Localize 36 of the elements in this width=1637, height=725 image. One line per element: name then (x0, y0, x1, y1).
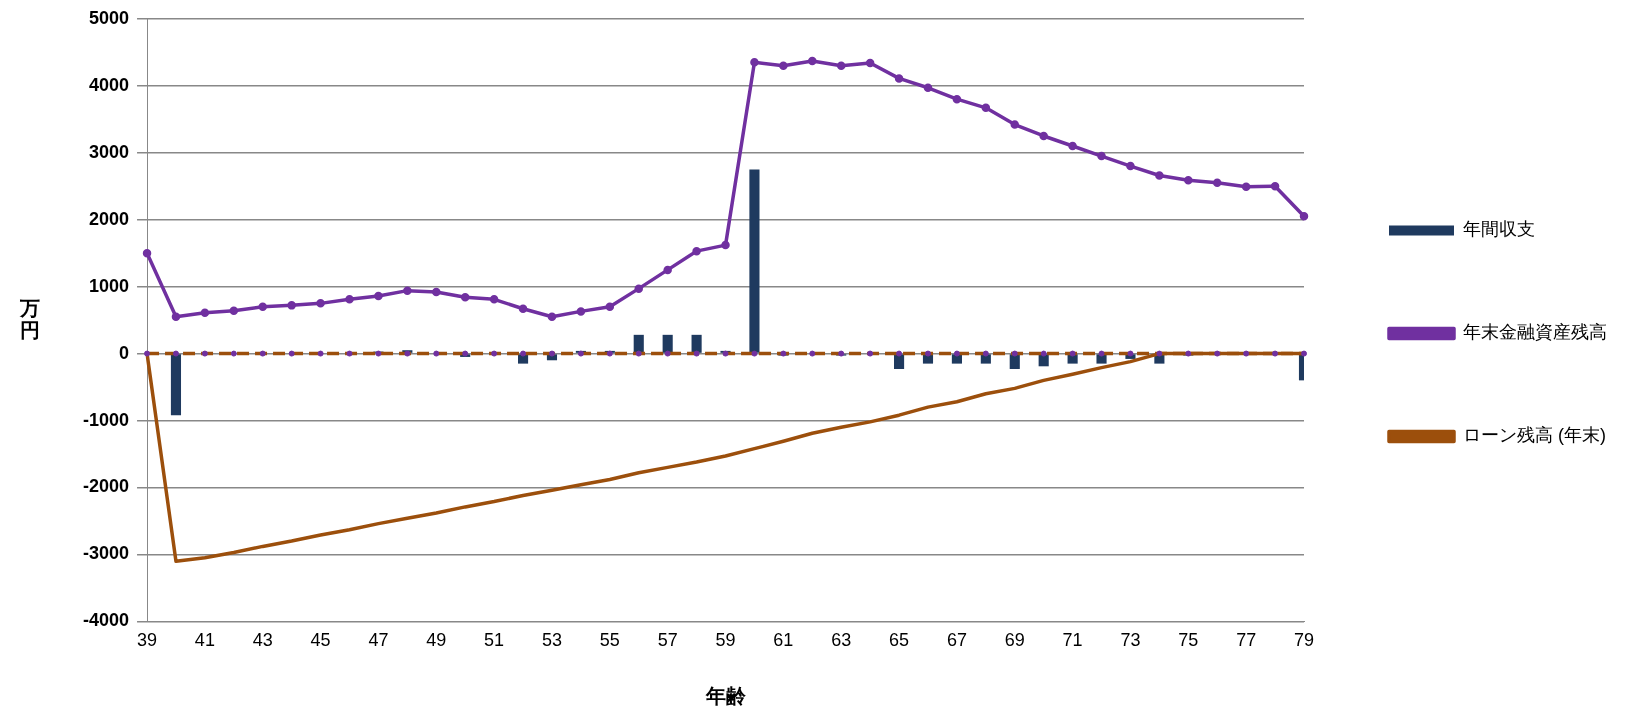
x-tick-label: 49 (426, 630, 447, 651)
x-tick-label: 69 (1004, 630, 1025, 651)
y-tick-label: -3000 (82, 543, 130, 564)
y-tick-label: -1000 (82, 409, 130, 430)
x-tick-label: 55 (599, 630, 620, 651)
x-tick-label: 51 (484, 630, 505, 651)
y-tick-label: 4000 (88, 74, 130, 95)
y-tick-label: 3000 (88, 141, 130, 162)
y-tick-label: 5000 (88, 7, 130, 28)
y-axis-title: 万円 (19, 296, 40, 341)
legend-label: ローン残高 (年末) (1463, 425, 1606, 446)
x-tick-label: 67 (946, 630, 967, 651)
x-tick-label: 61 (773, 630, 794, 651)
x-tick-label: 47 (368, 630, 389, 651)
x-tick-label: 57 (657, 630, 678, 651)
x-tick-label: 53 (541, 630, 562, 651)
x-tick-label: 41 (194, 630, 215, 651)
y-tick-label: 1000 (88, 275, 130, 296)
x-tick-label: 43 (252, 630, 273, 651)
x-tick-label: 77 (1236, 630, 1257, 651)
x-tick-label: 71 (1062, 630, 1083, 651)
legend-label: 年間収支 (1463, 219, 1535, 240)
x-tick-label: 59 (715, 630, 736, 651)
legend-label: 年末金融資産残高 (1463, 322, 1607, 343)
y-tick-label: 0 (119, 342, 130, 363)
x-axis-title: 年齢 (704, 684, 747, 707)
x-tick-label: 75 (1178, 630, 1199, 651)
y-tick-label: -2000 (82, 476, 130, 497)
x-tick-label: 39 (137, 630, 158, 651)
x-tick-label: 45 (310, 630, 331, 651)
x-tick-label: 73 (1120, 630, 1141, 651)
y-tick-label: -4000 (82, 610, 130, 631)
x-tick-label: 63 (831, 630, 852, 651)
x-tick-label: 65 (889, 630, 910, 651)
y-tick-label: 2000 (88, 208, 130, 229)
x-tick-label: 79 (1293, 630, 1315, 651)
